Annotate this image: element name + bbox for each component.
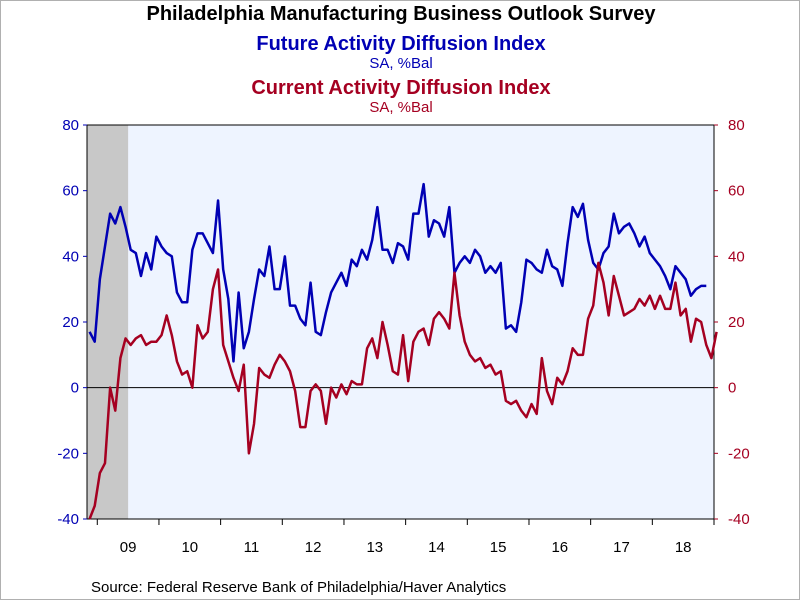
x-axis-tick-label: 16 bbox=[551, 539, 568, 556]
future-activity-series-line bbox=[88, 182, 707, 363]
future-series-title: Future Activity Diffusion Index bbox=[256, 33, 546, 55]
x-axis-tick-label: 10 bbox=[181, 539, 198, 556]
x-axis-tick-label: 15 bbox=[490, 539, 507, 556]
plot-area bbox=[87, 125, 714, 519]
x-axis-tick-label: 11 bbox=[244, 539, 260, 556]
x-axis-tick-label: 12 bbox=[305, 539, 322, 556]
x-axis-tick-label: 17 bbox=[613, 539, 630, 556]
right-axis-tick-label: -40 bbox=[728, 511, 750, 528]
right-axis-tick-label: 80 bbox=[728, 117, 745, 134]
current-series-title: Current Activity Diffusion Index bbox=[251, 77, 551, 99]
x-axis-tick-label: 09 bbox=[120, 539, 137, 556]
left-axis-tick-label: 60 bbox=[62, 183, 79, 200]
x-axis-tick-label: 13 bbox=[366, 539, 383, 556]
left-axis-tick-label: 80 bbox=[62, 117, 79, 134]
current-series-units: SA, %Bal bbox=[369, 99, 433, 116]
left-axis-tick-label: 0 bbox=[71, 380, 79, 397]
right-axis-tick-label: -20 bbox=[728, 445, 750, 462]
x-axis-tick-label: 18 bbox=[675, 539, 692, 556]
right-axis-tick-label: 20 bbox=[728, 314, 745, 331]
right-axis-tick-label: 60 bbox=[728, 183, 745, 200]
left-axis-tick-label: 40 bbox=[62, 248, 79, 265]
current-activity-series-line bbox=[88, 261, 718, 520]
chart-title: Philadelphia Manufacturing Business Outl… bbox=[146, 3, 656, 25]
left-axis-tick-label: -40 bbox=[57, 511, 79, 528]
source-note: Source: Federal Reserve Bank of Philadel… bbox=[91, 579, 507, 596]
future-series-units: SA, %Bal bbox=[369, 55, 433, 72]
recession-shading bbox=[87, 125, 129, 519]
left-axis-tick-label: 20 bbox=[62, 314, 79, 331]
right-axis-tick-label: 40 bbox=[728, 248, 745, 265]
left-axis-tick-label: -20 bbox=[57, 445, 79, 462]
right-axis-tick-label: 0 bbox=[728, 380, 736, 397]
x-axis-tick-label: 14 bbox=[428, 539, 445, 556]
